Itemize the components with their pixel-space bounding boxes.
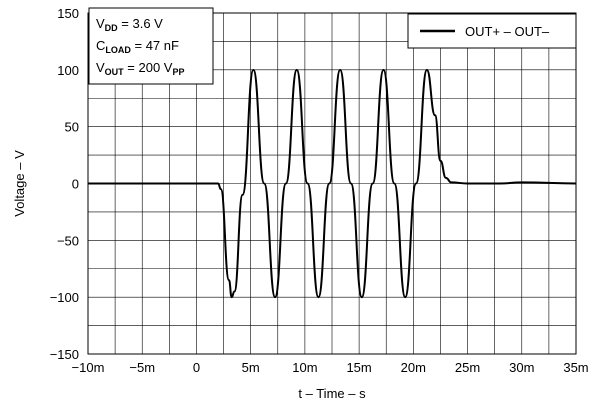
legend: OUT+ – OUT– bbox=[407, 13, 577, 49]
y-axis-label: Voltage – V bbox=[12, 150, 27, 217]
x-tick-label: −5m bbox=[129, 360, 155, 375]
y-tick-label: −50 bbox=[57, 233, 79, 248]
x-axis-label: t – Time – s bbox=[298, 386, 366, 401]
annotation-box bbox=[88, 7, 214, 85]
x-tick-label: 0 bbox=[193, 360, 200, 375]
y-tick-label: −100 bbox=[50, 290, 79, 305]
x-tick-label: 20m bbox=[401, 360, 426, 375]
y-tick-label: 100 bbox=[57, 63, 79, 78]
y-tick-label: −150 bbox=[50, 347, 79, 362]
y-tick-label: 0 bbox=[72, 177, 79, 192]
y-tick-label: 150 bbox=[57, 6, 79, 21]
legend-label: OUT+ – OUT– bbox=[465, 24, 550, 39]
x-tick-label: 30m bbox=[509, 360, 534, 375]
y-tick-labels: 150 100 50 0 −50 −100 −150 bbox=[50, 6, 79, 362]
x-tick-labels: −10m −5m 0 5m 10m 15m 20m 25m 30m 35m bbox=[72, 360, 589, 375]
conditions-annotation: VDD = 3.6 V CLOAD = 47 nF VOUT = 200 VPP bbox=[88, 7, 214, 85]
x-tick-label: 25m bbox=[455, 360, 480, 375]
x-tick-label: 35m bbox=[563, 360, 588, 375]
x-tick-label: 10m bbox=[292, 360, 317, 375]
x-tick-label: 5m bbox=[242, 360, 260, 375]
y-tick-label: 50 bbox=[65, 120, 79, 135]
annotation-vdd: VDD = 3.6 V bbox=[96, 16, 163, 33]
annotation-cload: CLOAD = 47 nF bbox=[96, 38, 179, 55]
x-tick-label: 15m bbox=[346, 360, 371, 375]
x-tick-label: −10m bbox=[72, 360, 105, 375]
series-line-out-diff bbox=[88, 68, 577, 299]
annotation-vout: VOUT = 200 VPP bbox=[96, 60, 184, 77]
